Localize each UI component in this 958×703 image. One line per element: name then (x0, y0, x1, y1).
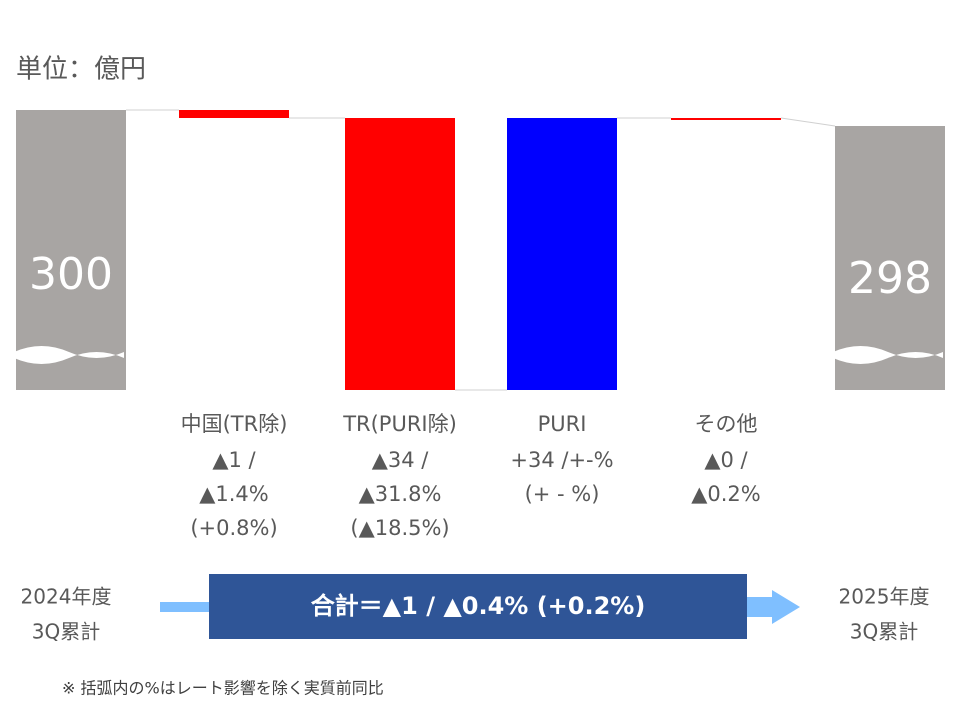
axis-break (833, 346, 943, 364)
total-name: 2024年度 (21, 585, 112, 609)
arrow-tail (160, 602, 210, 612)
value-label: ▲34 / (372, 448, 430, 472)
total-box (209, 574, 747, 639)
total-name: 3Q累計 (850, 620, 918, 644)
value-label: ▲1 / (212, 448, 256, 472)
category-label: 中国(TR除) (181, 412, 288, 436)
category-label: TR(PURI除) (342, 412, 457, 436)
delta-bar (507, 118, 617, 390)
axis-break (14, 346, 124, 364)
total-bar (835, 126, 945, 390)
value-label: +34 /+-% (510, 448, 613, 472)
total-value: 298 (848, 253, 932, 304)
category-label: その他 (695, 412, 758, 436)
delta-bar (179, 110, 289, 118)
value-label: ▲31.8% (359, 482, 442, 506)
value-label: ▲1.4% (199, 482, 269, 506)
value-label: (▲18.5%) (350, 516, 449, 540)
total-name: 3Q累計 (32, 620, 100, 644)
total-name: 2025年度 (839, 585, 930, 609)
value-label: (+0.8%) (190, 516, 277, 540)
total-value: 300 (29, 249, 113, 300)
delta-bar (671, 118, 781, 120)
value-label: ▲0 / (704, 448, 748, 472)
delta-bar (345, 118, 455, 390)
total-label: 合計＝▲1 / ▲0.4% (+0.2%) (311, 592, 646, 620)
connector (780, 117, 836, 127)
category-label: PURI (538, 412, 587, 436)
unit-label: 単位：億円 (16, 55, 146, 85)
arrow-head (746, 590, 800, 624)
footnote: ※ 括弧内の%はレート影響を除く実質前同比 (62, 679, 384, 698)
value-label: (+ - %) (525, 482, 600, 506)
value-label: ▲0.2% (691, 482, 761, 506)
total-bar (16, 110, 126, 390)
